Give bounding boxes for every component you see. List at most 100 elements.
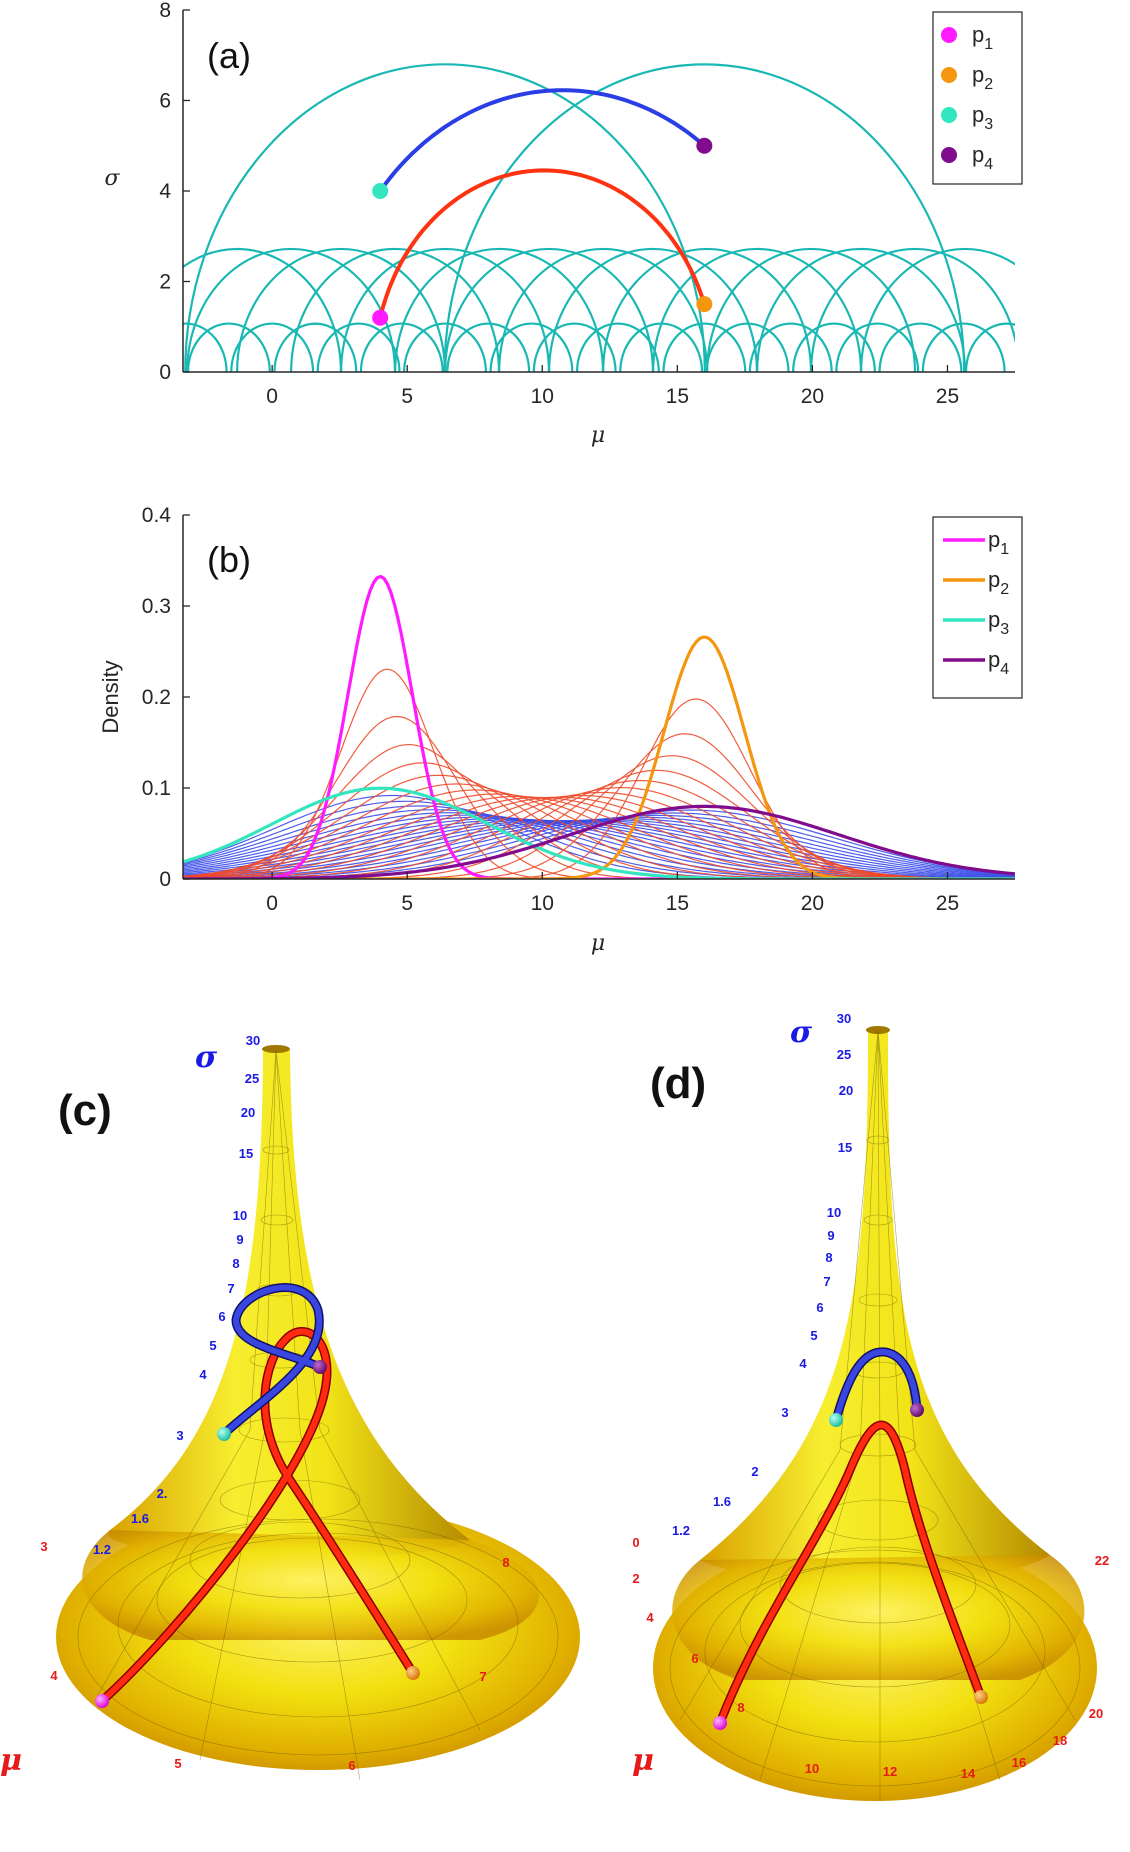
tick-label: 20 xyxy=(839,1083,853,1098)
tick-label: 5 xyxy=(209,1338,216,1353)
legend-sub: 1 xyxy=(1000,541,1009,558)
legend-sub: 2 xyxy=(984,76,993,93)
tick-label: 30 xyxy=(837,1011,851,1026)
interp-density-red xyxy=(183,755,1015,879)
tessellation-arc xyxy=(810,248,1015,372)
x-tick-label: 5 xyxy=(401,385,413,408)
c-horn-tip xyxy=(262,1045,290,1053)
a-y-ticks: 0 2 4 6 8 xyxy=(159,0,190,384)
tessellation-arc xyxy=(548,247,759,372)
point-p2 xyxy=(696,296,713,313)
tick-label: 4 xyxy=(799,1356,807,1371)
legend-sub: 4 xyxy=(1000,661,1009,678)
x-tick-label: 0 xyxy=(266,892,278,915)
density-p4 xyxy=(183,804,1015,879)
tick-label: 6 xyxy=(691,1651,698,1666)
tessellation-arc xyxy=(359,322,444,372)
d-point-p3 xyxy=(829,1413,843,1427)
y-tick-label: 4 xyxy=(159,180,171,203)
c-mu-ticks: 3 4 5 6 7 8 xyxy=(40,1539,509,1773)
x-tick-label: 10 xyxy=(531,892,554,915)
tick-label: 7 xyxy=(227,1281,234,1296)
d-mu-label: μ xyxy=(632,1743,654,1778)
tessellation-arc xyxy=(498,247,709,372)
legend-sub: 3 xyxy=(984,116,993,133)
c-surface-horn xyxy=(108,1050,471,1559)
a-panel-label: (a) xyxy=(207,35,251,76)
interp-density-red xyxy=(183,733,1015,879)
density-p3 xyxy=(183,786,1015,879)
tessellation-arc xyxy=(532,322,617,372)
tick-label: 1.2 xyxy=(672,1523,690,1538)
geodesic-p1-p2 xyxy=(378,168,707,319)
tessellation-arc xyxy=(444,247,655,372)
a-ylabel: σ xyxy=(104,166,120,191)
tessellation-arc xyxy=(964,322,1015,372)
interpolated-densities xyxy=(183,668,1015,879)
y-tick-label: 8 xyxy=(159,0,171,22)
x-tick-label: 10 xyxy=(531,385,554,408)
tessellation-arc xyxy=(183,322,228,372)
tick-label: 7 xyxy=(479,1669,486,1684)
tessellation-arc xyxy=(756,247,967,372)
tick-label: 3 xyxy=(176,1428,183,1443)
tessellation-arc xyxy=(835,322,920,372)
c-panel-label: (c) xyxy=(58,1086,112,1135)
x-tick-label: 0 xyxy=(266,385,278,408)
b-y-ticks: 0 0.1 0.2 0.3 0.4 xyxy=(142,504,190,891)
tessellation-arc xyxy=(878,322,963,372)
tessellation-arc xyxy=(290,247,501,372)
tick-label: 6 xyxy=(218,1309,225,1324)
density-p2 xyxy=(183,635,1015,879)
tessellation-arc xyxy=(619,322,704,372)
tick-label: 1.6 xyxy=(713,1494,731,1509)
tick-label: 16 xyxy=(1012,1755,1026,1770)
tessellation-arc xyxy=(489,322,574,372)
d-panel-label: (d) xyxy=(650,1059,706,1108)
legend-sub: 3 xyxy=(1000,621,1009,638)
interp-density-red xyxy=(183,668,1015,879)
tessellation-arc xyxy=(575,322,660,372)
tick-label: 25 xyxy=(837,1047,851,1062)
density-p1 xyxy=(183,574,1015,879)
tick-label: 0 xyxy=(632,1535,639,1550)
b-xlabel: μ xyxy=(591,931,605,956)
tessellation-arc xyxy=(652,247,863,372)
tessellation-arc xyxy=(748,322,833,372)
legend-sub: 2 xyxy=(1000,581,1009,598)
tick-label: 15 xyxy=(838,1140,852,1155)
c-geodesic-p3-p4 xyxy=(221,1284,323,1437)
tick-label: 8 xyxy=(232,1256,239,1271)
endpoint-densities xyxy=(183,574,1015,879)
legend-swatch xyxy=(941,27,957,43)
interp-density-red xyxy=(183,774,1015,879)
tessellation-arc xyxy=(706,247,917,372)
a-xlabel: μ xyxy=(591,423,605,448)
tessellation-arc xyxy=(792,322,876,372)
tick-label: 9 xyxy=(236,1232,243,1247)
d-point-p4 xyxy=(910,1403,924,1417)
tick-label: 14 xyxy=(961,1766,976,1781)
tick-label: 4 xyxy=(199,1367,207,1382)
x-tick-label: 25 xyxy=(936,892,959,915)
tick-label: 10 xyxy=(805,1761,819,1776)
tick-label: 7 xyxy=(823,1274,830,1289)
tick-label: 5 xyxy=(174,1756,181,1771)
x-tick-label: 5 xyxy=(401,892,413,915)
tessellation-arc xyxy=(403,322,488,372)
tessellation-arc xyxy=(184,63,706,372)
c-point-p2 xyxy=(406,1666,420,1680)
tick-label: 5 xyxy=(810,1328,817,1343)
legend-swatch xyxy=(941,107,957,123)
a-x-ticks: 0 5 10 15 20 25 xyxy=(266,365,959,408)
interp-density-blue xyxy=(183,814,1015,879)
tick-label: 1.6 xyxy=(131,1511,149,1526)
point-p1 xyxy=(372,309,389,326)
tick-label: 3 xyxy=(781,1405,788,1420)
y-tick-label: 0.4 xyxy=(142,504,172,527)
tessellation-arc xyxy=(230,322,315,372)
tessellation-arc xyxy=(394,247,605,372)
